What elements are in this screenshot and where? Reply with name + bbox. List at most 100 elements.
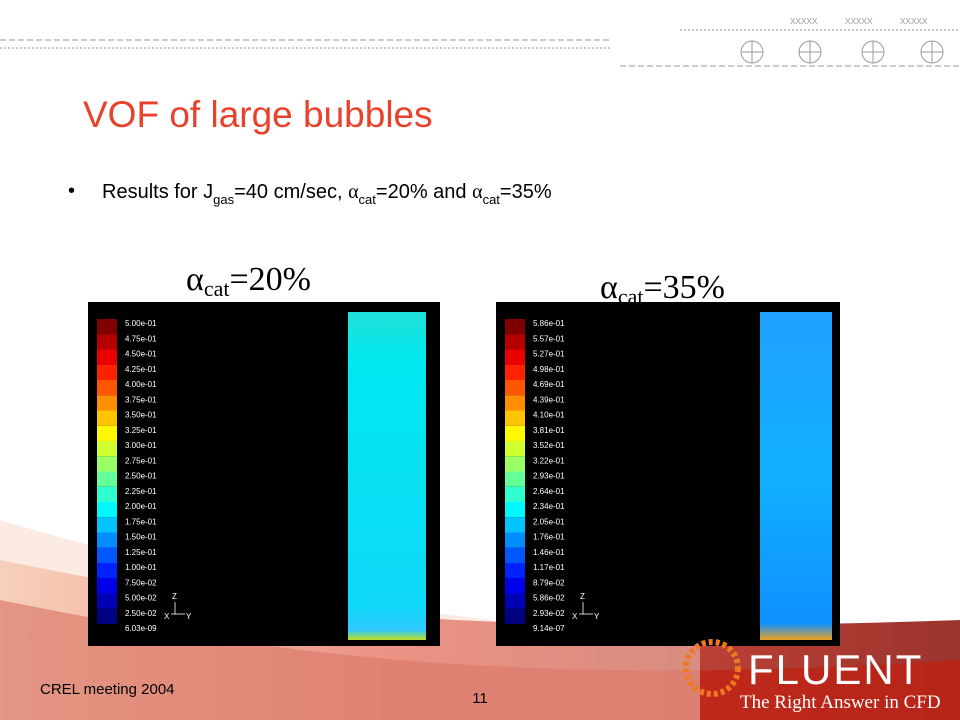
colorbar-label: 8.79e-02 — [533, 578, 565, 587]
panel-label-part: α — [600, 269, 618, 306]
contour-column — [760, 312, 832, 640]
colorbar-label: 4.69e-01 — [533, 380, 565, 389]
colorbar-swatch — [97, 364, 117, 380]
colorbar-swatch — [97, 425, 117, 441]
colorbar-swatch — [97, 441, 117, 457]
colorbar-swatch — [97, 334, 117, 350]
bullet-symbol: α — [348, 181, 359, 203]
colorbar-label: 3.81e-01 — [533, 426, 565, 435]
colorbar-label: 9.14e-07 — [533, 624, 565, 633]
colorbar-label: 1.76e-01 — [533, 533, 565, 542]
colorbar-swatch — [97, 349, 117, 365]
colorbar-label: 2.50e-01 — [125, 472, 157, 481]
axis-label: Z — [580, 592, 585, 601]
panel-label-part: =20% — [229, 261, 311, 298]
colorbar-label: 2.05e-01 — [533, 517, 565, 526]
colorbar-label: 1.75e-01 — [125, 517, 157, 526]
colorbar-label: 5.86e-01 — [533, 319, 565, 328]
colorbar-label: 3.22e-01 — [533, 456, 565, 465]
colorbar-swatch — [505, 563, 525, 579]
colorbar-label: 3.50e-01 — [125, 411, 157, 420]
axis-label: Y — [594, 612, 600, 621]
axis-label: X — [572, 612, 578, 621]
bullet-part: =20% and — [376, 181, 472, 203]
panel-label: αcat=20% — [186, 261, 311, 301]
colorbar-swatch — [505, 547, 525, 563]
colorbar-label: 2.34e-01 — [533, 502, 565, 511]
colorbar-label: 2.25e-01 — [125, 487, 157, 496]
colorbar-label: 6.03e-09 — [125, 624, 157, 633]
colorbar-swatch — [505, 380, 525, 396]
colorbar-label: 5.00e-02 — [125, 594, 157, 603]
header-mark: xxxxx — [900, 15, 928, 27]
logo: FLUENT The Right Answer in CFD — [683, 639, 941, 713]
bullet-subscript: gas — [213, 192, 234, 207]
colorbar-label: 3.25e-01 — [125, 426, 157, 435]
colorbar-label: 3.52e-01 — [533, 441, 565, 450]
colorbar-label: 3.75e-01 — [125, 395, 157, 404]
bullet-part: Results for J — [102, 181, 213, 203]
header-mark: xxxxx — [790, 15, 818, 27]
logo-name: FLUENT — [748, 646, 923, 693]
contour-column — [348, 312, 426, 640]
colorbar-label: 2.93e-01 — [533, 472, 565, 481]
panel-label-subscript: cat — [204, 276, 230, 301]
footer-meeting: CREL meeting 2004 — [40, 681, 175, 698]
colorbar-swatch — [505, 471, 525, 487]
bullet-dot: • — [68, 180, 75, 202]
page-number: 11 — [472, 690, 488, 707]
bullet-symbol: α — [472, 181, 483, 203]
colorbar-label: 2.50e-02 — [125, 609, 157, 618]
colorbar-swatch — [97, 608, 117, 624]
panel-label-part: =35% — [643, 269, 725, 306]
colorbar-swatch — [505, 517, 525, 533]
colorbar-swatch — [505, 608, 525, 624]
colorbar-label: 4.98e-01 — [533, 365, 565, 374]
axis-label: Z — [172, 592, 177, 601]
colorbar-swatch — [97, 578, 117, 594]
colorbar-label: 1.46e-01 — [533, 548, 565, 557]
header-decoration — [0, 29, 960, 67]
colorbar-swatch — [97, 471, 117, 487]
colorbar-label: 4.25e-01 — [125, 365, 157, 374]
colorbar-swatch — [505, 349, 525, 365]
colorbar-swatch — [505, 456, 525, 472]
colorbar-swatch — [97, 502, 117, 518]
colorbar-swatch — [505, 578, 525, 594]
colorbar-swatch — [97, 517, 117, 533]
colorbar-swatch — [97, 319, 117, 335]
colorbar-swatch — [505, 441, 525, 457]
bullet-subscript: cat — [359, 192, 377, 207]
colorbar-swatch — [505, 364, 525, 380]
colorbar-label: 4.75e-01 — [125, 334, 157, 343]
colorbar-label: 2.93e-02 — [533, 609, 565, 618]
colorbar-swatch — [97, 547, 117, 563]
slide-title: VOF of large bubbles — [83, 94, 433, 135]
colorbar-label: 2.64e-01 — [533, 487, 565, 496]
colorbar-swatch — [505, 502, 525, 518]
colorbar-label: 4.50e-01 — [125, 350, 157, 359]
colorbar-swatch — [505, 425, 525, 441]
colorbar-swatch — [97, 395, 117, 411]
panel-annotations: 5.00e-01 4.75e-01 4.50e-01 4.25e-01 4.00e-01… — [97, 319, 600, 633]
axis-label: X — [164, 612, 170, 621]
colorbar-label: 5.86e-02 — [533, 594, 565, 603]
colorbar-label: 5.27e-01 — [533, 350, 565, 359]
colorbar-swatch — [97, 380, 117, 396]
colorbar-label: 1.50e-01 — [125, 533, 157, 542]
colorbar-swatch — [505, 593, 525, 609]
colorbar-label: 5.57e-01 — [533, 334, 565, 343]
colorbar-label: 3.00e-01 — [125, 441, 157, 450]
bullet-text: Results for Jgas=40 cm/sec, αcat=20% and… — [102, 181, 552, 207]
header-mark: xxxxx — [845, 15, 873, 27]
colorbar-swatch — [505, 319, 525, 335]
colorbar-swatch — [505, 395, 525, 411]
colorbar-label: 1.00e-01 — [125, 563, 157, 572]
colorbar-label: 2.75e-01 — [125, 456, 157, 465]
colorbar-swatch — [505, 486, 525, 502]
colorbar-label: 4.00e-01 — [125, 380, 157, 389]
colorbar-label: 5.00e-01 — [125, 319, 157, 328]
axis-label: Y — [186, 612, 192, 621]
